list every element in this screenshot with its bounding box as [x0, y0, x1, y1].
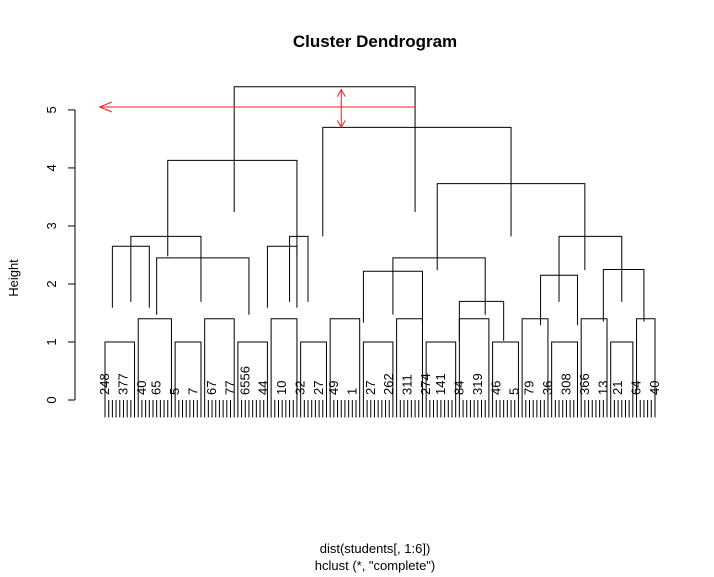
sub-cluster: [580, 318, 608, 400]
leaf-label: 79: [521, 381, 536, 395]
leaf-label: 40: [134, 381, 149, 395]
sub-cluster: [329, 318, 361, 400]
y-tick-label: 2: [44, 280, 59, 287]
merge-D: [558, 235, 623, 302]
merge-root: [233, 86, 416, 213]
sub-cluster: [425, 341, 457, 400]
merge-C2: [458, 300, 505, 341]
leaf-label: 49: [326, 381, 341, 395]
sub-cluster: [521, 318, 549, 400]
merge-D2: [602, 268, 645, 322]
merge-R: [322, 126, 512, 237]
annotation-h-arrowhead: [98, 101, 112, 113]
leaf-label: 308: [558, 373, 573, 395]
height-annotation: [98, 88, 416, 129]
sub-cluster: [204, 318, 235, 400]
sub-cluster: [610, 341, 634, 400]
leaf-label: 319: [470, 373, 485, 395]
leaf-label: 5: [507, 388, 522, 395]
merge-A: [130, 235, 202, 302]
sub-cluster: [636, 318, 656, 400]
annotation-v-arrowhead-bottom: [336, 120, 346, 129]
leaf-label: 248: [97, 373, 112, 395]
sub-cluster: [104, 341, 136, 400]
leaf-label: 46: [488, 381, 503, 395]
leaf-label: 5: [167, 388, 182, 395]
leaf-label: 13: [595, 381, 610, 395]
x-axis-label: dist(students[, 1:6]): [320, 541, 431, 556]
leaf-label: 141: [433, 373, 448, 395]
sub-cluster: [174, 341, 202, 400]
leaf-label: 67: [204, 381, 219, 395]
subtitle: hclust (*, "complete"): [315, 558, 436, 573]
sub-cluster: [137, 318, 172, 400]
sub-cluster: [551, 341, 578, 400]
leaf-label: 44: [256, 381, 271, 395]
leaf-label: 32: [293, 381, 308, 395]
leaf-label: 366: [577, 373, 592, 395]
leaf-label: 6556: [237, 366, 252, 395]
sub-cluster: [270, 318, 298, 400]
merge-B1: [266, 245, 298, 308]
merge-B: [289, 235, 309, 302]
y-axis-label: Height: [6, 259, 21, 297]
dendrogram-leaves: [104, 400, 656, 418]
sub-cluster: [492, 341, 519, 400]
dendrogram-tree: [104, 86, 656, 400]
chart-title: Cluster Dendrogram: [293, 32, 457, 51]
y-tick-label: 3: [44, 222, 59, 229]
leaf-label: 311: [400, 374, 415, 395]
leaf-label: 274: [418, 373, 433, 395]
annotation-v-arrowhead-top: [336, 88, 346, 97]
sub-cluster: [362, 341, 394, 400]
y-tick-label: 5: [44, 106, 59, 113]
leaf-labels: 248 377 40 65 5 7 67 77 6556 44 10 32 27 49 1 27 262 311 2…: [97, 366, 662, 395]
leaf-label: 36: [540, 381, 555, 395]
leaf-label: 84: [451, 381, 466, 395]
y-axis: 0 1 2 3 4 5: [44, 106, 76, 404]
leaf-label: 10: [274, 381, 289, 395]
leaf-label: 40: [647, 381, 662, 395]
merge-L: [167, 159, 298, 257]
leaf-label: 377: [115, 373, 130, 395]
leaf-label: 77: [223, 381, 238, 395]
y-tick-label: 0: [44, 396, 59, 403]
merge-A2: [156, 257, 250, 315]
sub-cluster: [458, 318, 490, 400]
y-tick-label: 4: [44, 164, 59, 171]
leaf-label: 27: [311, 381, 326, 395]
leaf-label: 65: [149, 381, 164, 395]
y-tick-label: 1: [44, 338, 59, 345]
sub-cluster: [396, 318, 423, 400]
leaf-label: 27: [363, 381, 378, 395]
leaf-label: 21: [610, 381, 625, 395]
sub-cluster: [300, 341, 327, 400]
leaf-label: 64: [629, 381, 644, 395]
leaf-label: 262: [381, 373, 396, 395]
sub-cluster: [237, 341, 268, 400]
leaf-label: 1: [344, 388, 359, 395]
merge-C: [392, 257, 486, 315]
leaf-label: 7: [186, 388, 201, 395]
